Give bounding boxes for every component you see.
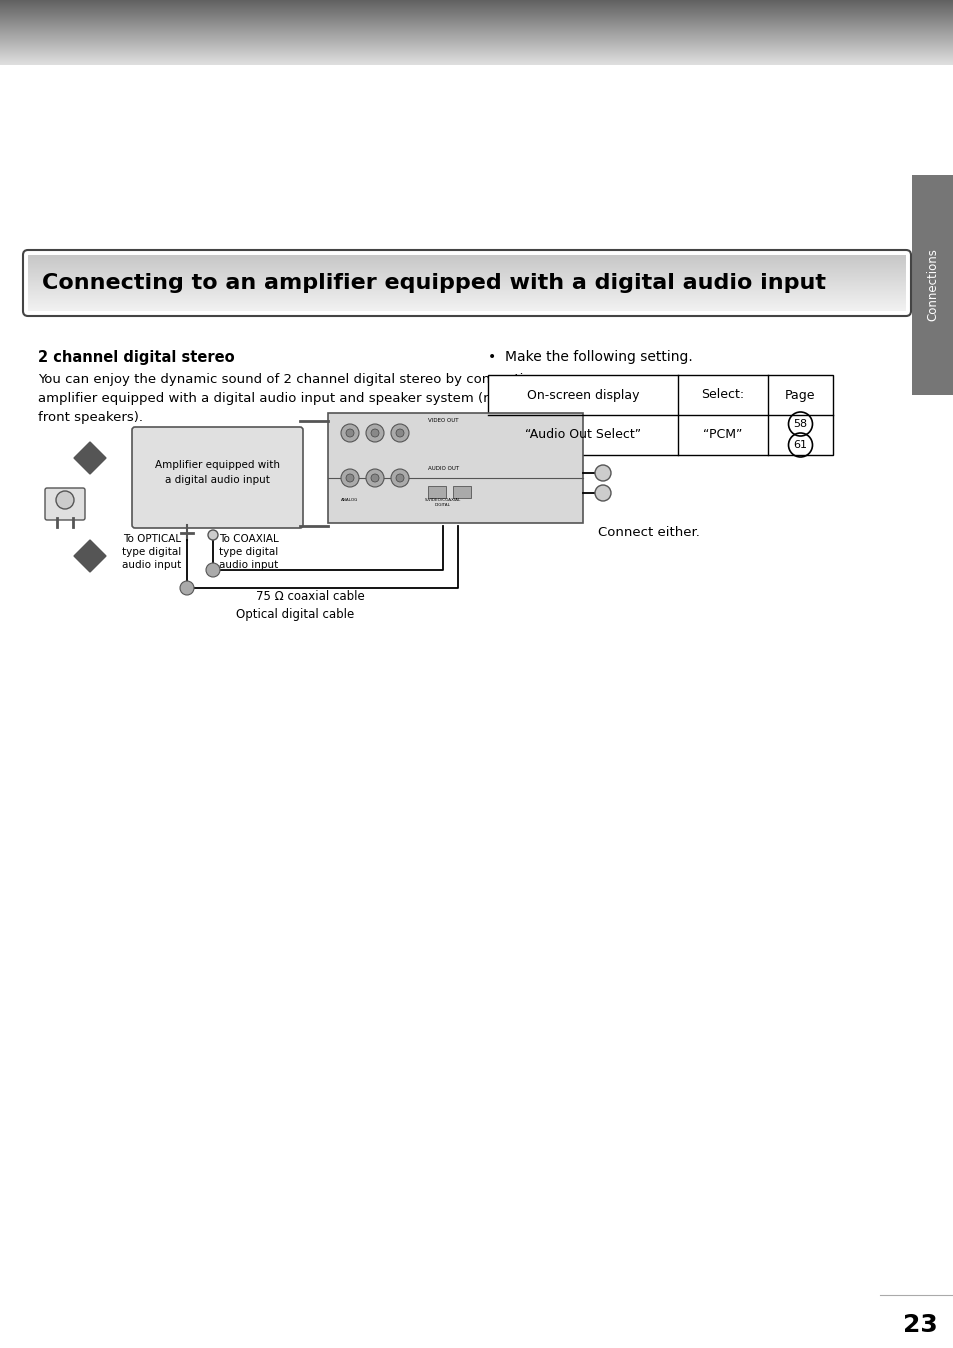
Text: On-screen display: On-screen display (526, 388, 639, 402)
Circle shape (366, 469, 384, 487)
Bar (488, 375, 832, 456)
Bar (328, 412, 582, 523)
Text: You can enjoy the dynamic sound of 2 channel digital stereo by connecting an: You can enjoy the dynamic sound of 2 cha… (38, 373, 560, 386)
Text: “Audio Out Select”: “Audio Out Select” (524, 429, 640, 442)
Polygon shape (74, 541, 106, 572)
Text: Amplifier equipped with: Amplifier equipped with (154, 460, 280, 470)
Circle shape (391, 425, 409, 442)
Text: Page: Page (784, 388, 815, 402)
Circle shape (180, 581, 193, 594)
Text: Connections: Connections (925, 248, 939, 321)
Text: •  Make the following setting.: • Make the following setting. (488, 350, 692, 364)
Text: Connecting to an amplifier equipped with a digital audio input: Connecting to an amplifier equipped with… (42, 274, 825, 293)
Text: Select:: Select: (700, 388, 743, 402)
Circle shape (346, 474, 354, 483)
Circle shape (371, 474, 378, 483)
Circle shape (366, 425, 384, 442)
Text: Connect either.: Connect either. (598, 527, 700, 539)
Circle shape (595, 465, 610, 481)
Text: 75 Ω coaxial cable: 75 Ω coaxial cable (255, 590, 364, 603)
Bar (879, 1295, 953, 1348)
Text: S-VIDEO/COAXIAL: S-VIDEO/COAXIAL (424, 497, 460, 501)
Text: amplifier equipped with a digital audio input and speaker system (right and left: amplifier equipped with a digital audio … (38, 392, 569, 404)
Circle shape (208, 530, 218, 541)
FancyBboxPatch shape (45, 488, 85, 520)
Text: audio input: audio input (219, 559, 278, 570)
Circle shape (391, 469, 409, 487)
Circle shape (206, 563, 220, 577)
Text: 61: 61 (793, 439, 806, 450)
Bar (428, 487, 446, 497)
FancyBboxPatch shape (132, 427, 303, 528)
Circle shape (340, 425, 358, 442)
Circle shape (56, 491, 74, 510)
Text: To OPTICAL: To OPTICAL (123, 534, 181, 545)
Text: DIGITAL: DIGITAL (435, 503, 451, 507)
Circle shape (371, 429, 378, 437)
Text: 58: 58 (793, 419, 807, 429)
Text: 2 channel digital stereo: 2 channel digital stereo (38, 350, 234, 365)
Circle shape (595, 485, 610, 501)
Text: 23: 23 (902, 1313, 937, 1337)
Circle shape (340, 469, 358, 487)
Circle shape (395, 474, 403, 483)
Text: audio input: audio input (122, 559, 181, 570)
Text: ANALOG: ANALOG (341, 497, 358, 501)
Circle shape (395, 429, 403, 437)
Text: a digital audio input: a digital audio input (165, 474, 270, 485)
Text: type digital: type digital (122, 547, 181, 557)
Text: “PCM”: “PCM” (702, 429, 741, 442)
Text: VIDEO OUT: VIDEO OUT (428, 418, 458, 423)
Text: Optical digital cable: Optical digital cable (235, 608, 354, 621)
Text: type digital: type digital (219, 547, 278, 557)
Text: front speakers).: front speakers). (38, 411, 143, 425)
Bar (453, 487, 471, 497)
Bar (911, 175, 953, 395)
Polygon shape (74, 442, 106, 474)
Circle shape (346, 429, 354, 437)
Text: AUDIO OUT: AUDIO OUT (428, 465, 458, 470)
Text: To COAXIAL: To COAXIAL (219, 534, 278, 545)
